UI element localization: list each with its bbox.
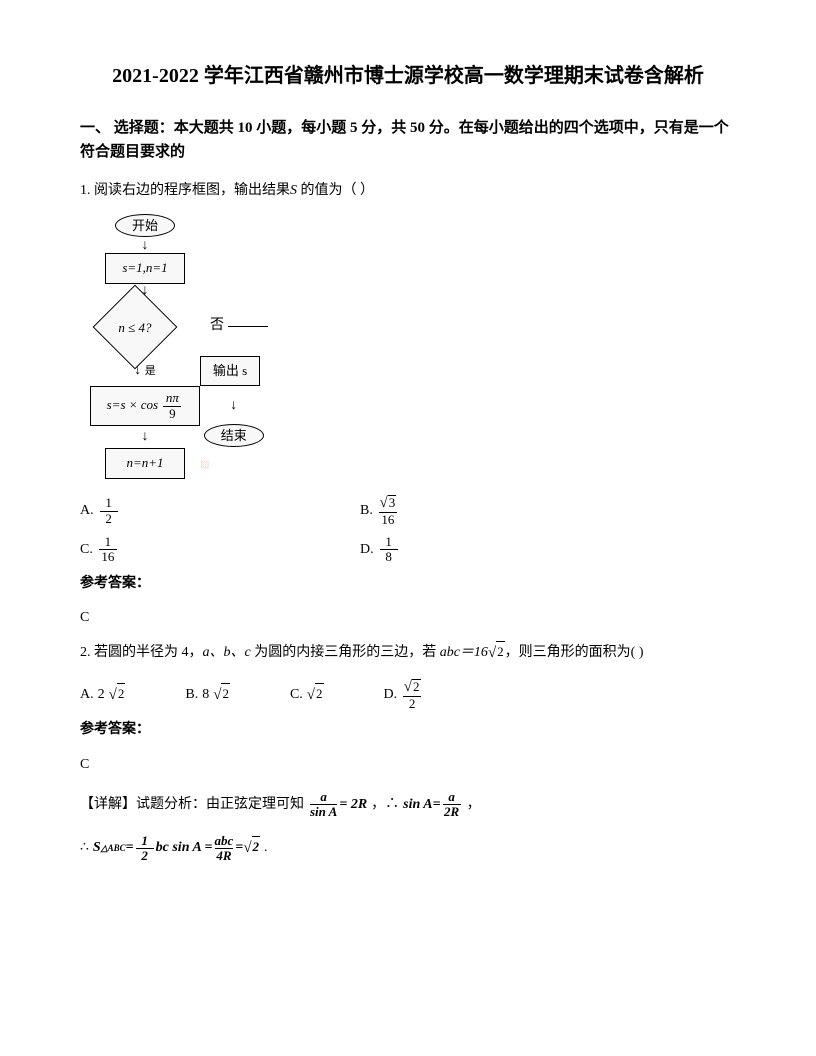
q1-option-d: D. 18 <box>360 535 560 565</box>
q2-answer: C <box>80 754 736 776</box>
flow-no-label: 否 <box>210 318 224 333</box>
area-formula: S△ABC = 12 bc sin A = abc4R = √2 <box>93 834 260 864</box>
arrow-icon: ↓ <box>90 426 200 448</box>
q2-b-coef: 8 <box>202 684 209 706</box>
q1-options-row1: A. 12 B. √316 <box>80 495 736 527</box>
flow-output: 输出 s <box>200 356 260 387</box>
q2-area-formula: ∴ S△ABC = 12 bc sin A = abc4R = √2 . <box>80 834 736 864</box>
q2-d-den: 2 <box>409 697 416 711</box>
f2-den: 2R <box>444 805 459 819</box>
f1-num: a <box>320 790 327 804</box>
af2-den: 4R <box>216 849 231 863</box>
area-result: 2 <box>252 836 261 858</box>
section-header: 一、 选择题：本大题共 10 小题，每小题 5 分，共 50 分。在每小题给出的… <box>80 116 736 164</box>
area-mid: bc sin A = <box>156 837 213 859</box>
f1-rhs: = 2R <box>339 794 367 816</box>
q2-sqrt: 2 <box>496 641 505 663</box>
q2-explanation: 【详解】试题分析：由正弦定理可知 asin A = 2R ，∴ sin A = … <box>80 790 736 820</box>
q1-option-a: A. 12 <box>80 495 360 527</box>
f2-num: a <box>448 790 455 804</box>
q2-vars: a、b、c <box>203 646 251 661</box>
flow-end: 结束 <box>204 424 264 447</box>
area-s: S <box>93 837 101 859</box>
af2-num: abc <box>215 834 234 848</box>
q2-text-mid: 为圆的内接三角形的三边，若 <box>251 646 440 661</box>
af1-den: 2 <box>141 849 148 863</box>
opt-c-num: 1 <box>105 535 112 549</box>
q2-text-post: ，则三角形的面积为( ) <box>505 646 644 661</box>
q1-options-row2: C. 116 D. 18 <box>80 535 736 565</box>
q1-option-c: C. 116 <box>80 535 360 565</box>
flow-update-text: n=n+1 <box>126 455 163 470</box>
flow-calc: s=s × cos nπ9 <box>90 386 200 426</box>
q2-c-sqrt: 2 <box>315 683 324 705</box>
opt-a-num: 1 <box>105 496 112 510</box>
stamp-icon: ▨ <box>200 459 209 470</box>
q2-answer-label: 参考答案： <box>80 719 736 741</box>
q2-option-b: B. 8√2 <box>185 683 230 707</box>
q1-text-post: 的值为（ ） <box>297 183 374 198</box>
q1-answer: C <box>80 607 736 629</box>
q2-text-pre: 2. 若圆的半径为 4， <box>80 646 203 661</box>
opt-a-den: 2 <box>105 512 112 526</box>
page-title: 2021-2022 学年江西省赣州市博士源学校高一数学理期末试卷含解析 <box>80 60 736 92</box>
flow-cond-text: n ≤ 4? <box>90 318 180 339</box>
question-1: 1. 阅读右边的程序框图，输出结果S 的值为（ ） <box>80 180 736 202</box>
flow-decision: n ≤ 4? <box>90 302 180 352</box>
q2-option-d: D. √22 <box>384 679 424 711</box>
arrow-icon: ↓ 是 <box>90 356 200 387</box>
q2-abc: abc＝16 <box>440 646 488 661</box>
opt-d-den: 8 <box>385 550 392 564</box>
f2-lhs: sin A <box>403 794 432 816</box>
opt-c-den: 16 <box>101 550 114 564</box>
explain-label: 【详解】试题分析：由正弦定理可知 <box>80 794 304 816</box>
q2-option-c: C. √2 <box>290 683 324 707</box>
q1-answer-label: 参考答案： <box>80 573 736 595</box>
formula-1: asin A = 2R <box>308 790 367 820</box>
q2-a-sqrt: 2 <box>117 683 126 705</box>
q2-b-sqrt: 2 <box>221 683 230 705</box>
q1-text-pre: 1. 阅读右边的程序框图，输出结果 <box>80 183 290 198</box>
flowchart: 开始 ↓ s=1,n=1 ↓ n ≤ 4? 否 ↓ 是 输出 s s=s × c… <box>90 216 736 479</box>
flow-start: 开始 <box>115 214 175 237</box>
opt-b-sqrt: 3 <box>388 495 397 510</box>
area-sub: △ABC <box>101 841 126 855</box>
opt-b-den: 16 <box>381 513 394 527</box>
flow-init: s=1,n=1 <box>105 253 185 284</box>
arrow-icon: ↓ <box>200 386 268 426</box>
flow-update: n=n+1 <box>105 448 185 479</box>
arrow-icon: ↓ <box>90 239 200 253</box>
q1-var: S <box>290 183 297 198</box>
q2-options: A. 2√2 B. 8√2 C. √2 D. √22 <box>80 679 736 711</box>
opt-d-num: 1 <box>385 535 392 549</box>
f1-den: sin A <box>310 805 337 819</box>
q1-option-b: B. √316 <box>360 495 560 527</box>
formula-2: sin A = a2R <box>403 790 462 820</box>
question-2: 2. 若圆的半径为 4，a、b、c 为圆的内接三角形的三边，若 abc＝16√2… <box>80 641 736 665</box>
q2-a-coef: 2 <box>98 684 105 706</box>
af1-num: 1 <box>141 834 148 848</box>
q2-option-a: A. 2√2 <box>80 683 125 707</box>
q2-d-sqrt: 2 <box>412 679 421 694</box>
flow-init-text: s=1,n=1 <box>122 260 167 275</box>
flow-yes-label: 是 <box>145 365 156 377</box>
